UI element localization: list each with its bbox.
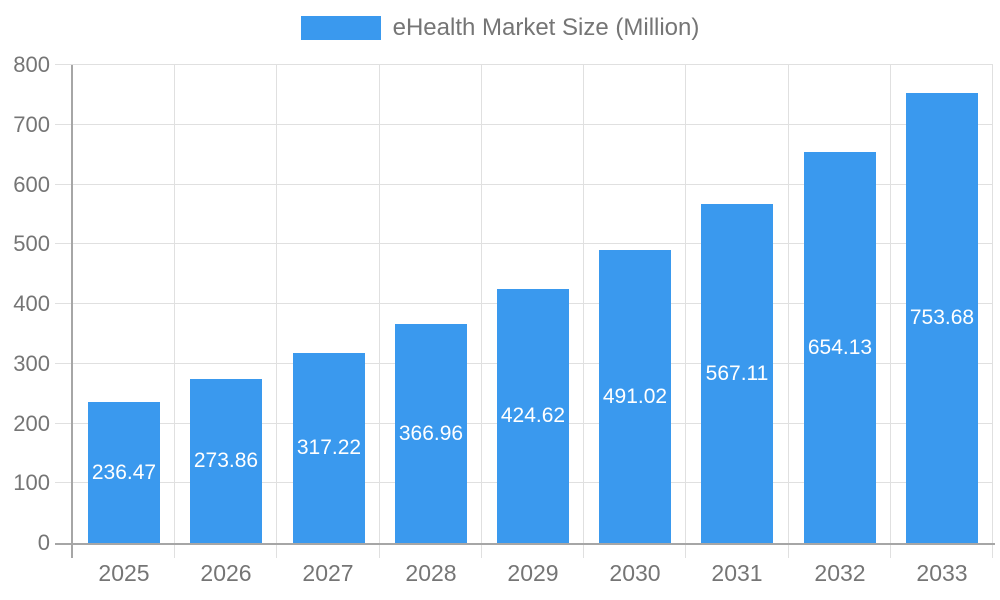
x-axis-label: 2032 [814,560,866,586]
gridline-horizontal [73,123,993,125]
x-axis-tick-mark [890,545,891,558]
x-axis-label: 2030 [609,560,661,586]
y-axis-line [71,65,73,558]
gridline-vertical [276,65,277,543]
y-axis-label: 100 [13,470,50,496]
plot-area: 0 100 200 300 400 500 600 700 800 236.47 2025 273.8… [13,52,995,586]
x-axis-tick-mark [174,545,175,558]
bar-value-label: 317.22 [296,436,362,459]
x-axis-label: 2026 [200,560,252,586]
y-axis-label: 200 [13,410,50,436]
legend: eHealth Market Size (Million) [0,16,1000,40]
bar-value-label: 567.11 [705,361,769,385]
bar-value-label: 424.62 [500,404,566,427]
bar-2033: 753.68 [906,93,978,543]
gridline-horizontal [73,183,993,185]
bar-2026: 273.86 [190,379,262,543]
bar-2028: 366.96 [395,324,467,543]
gridline-vertical [174,65,175,543]
gridline-horizontal [73,64,993,65]
y-axis-label: 500 [13,231,50,257]
y-axis-tick-mark [55,123,73,125]
bar-2027: 317.22 [293,353,365,543]
gridline-vertical [481,65,482,543]
y-axis-tick-mark [55,64,73,65]
y-axis-label: 700 [13,111,50,137]
y-axis-label: 0 [37,530,50,555]
legend-item[interactable]: eHealth Market Size (Million) [300,14,700,41]
x-axis-label: 2031 [711,560,763,586]
bar-value-label: 366.96 [398,421,464,445]
bar-value-label: 273.86 [193,449,259,472]
y-axis-tick-mark [55,243,73,245]
legend-label: eHealth Market Size (Million) [392,14,700,41]
y-axis-tick-mark [55,303,73,304]
y-axis-tick-mark [55,482,73,484]
bar-value-label: 236.47 [91,460,157,484]
gridline-vertical [992,65,993,543]
gridline-vertical [890,65,891,543]
gridline-vertical [379,65,380,543]
bar-2030: 491.02 [599,250,671,543]
x-axis-tick-mark [583,545,584,558]
bar-2025: 236.47 [88,402,160,543]
x-axis-tick-mark [379,545,380,558]
y-axis-label: 300 [13,350,50,376]
y-axis-label: 400 [13,291,50,316]
x-axis-label: 2033 [916,560,968,586]
x-axis-tick-mark [276,545,277,558]
bar-value-label: 654.13 [807,335,873,359]
legend-swatch-icon [300,16,381,40]
y-axis-label: 600 [13,171,50,197]
bar-value-label: 491.02 [602,384,668,408]
x-axis-label: 2027 [302,560,354,586]
x-axis-label: 2028 [405,560,457,586]
y-axis-tick-mark [55,183,73,185]
x-axis-tick-mark [685,545,686,558]
y-axis-tick-mark [55,362,73,364]
gridline-vertical [685,65,686,543]
gridline-vertical [583,65,584,543]
bar-2032: 654.13 [804,152,876,543]
bar-2031: 567.11 [701,204,773,543]
x-axis-label: 2025 [98,560,150,586]
x-axis-label: 2029 [507,560,559,586]
x-axis-tick-mark [788,545,789,558]
x-axis-tick-mark [992,545,993,558]
y-axis-label: 800 [13,52,50,77]
bar-2029: 424.62 [497,289,569,543]
gridline-vertical [788,65,789,543]
gridline-horizontal [73,243,993,245]
y-axis-tick-mark [55,422,73,424]
x-axis-line [55,543,995,545]
bar-value-label: 753.68 [909,306,975,329]
x-axis-tick-mark [481,545,482,558]
